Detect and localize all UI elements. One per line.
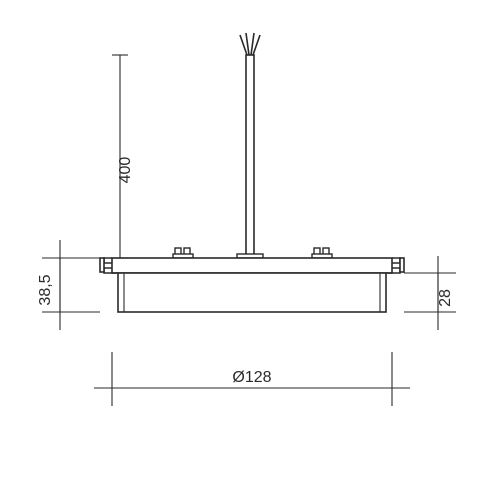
stem [246,55,254,258]
dim-400-label: 400 [117,157,134,184]
dim-28-label: 28 [437,289,454,307]
dim-height-385: 38,5 [37,240,100,330]
dim-diameter-128: Ø128 [94,352,410,406]
dim-height-28: 28 [404,256,456,330]
fixture-body [112,258,392,312]
technical-drawing: 400 38,5 28 Ø128 [0,0,500,500]
dim-385-label: 38,5 [37,274,54,305]
wires [240,33,260,55]
dim-height-400: 400 [112,55,134,258]
dim-d128-label: Ø128 [232,369,271,386]
